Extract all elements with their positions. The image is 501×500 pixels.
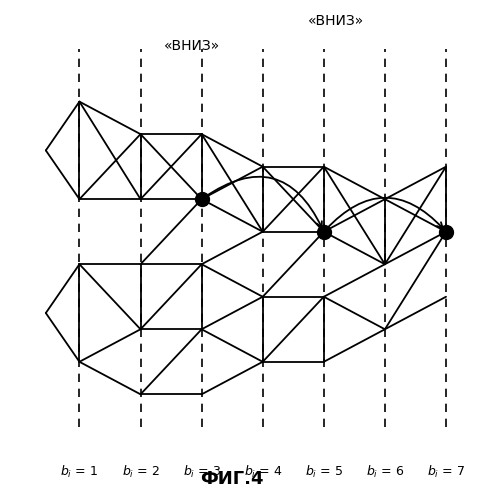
Point — [197, 195, 205, 203]
Text: $b_i$ = 1: $b_i$ = 1 — [61, 464, 98, 479]
Text: $b_i$ = 7: $b_i$ = 7 — [427, 464, 465, 479]
Text: $b_i$ = 6: $b_i$ = 6 — [366, 464, 404, 479]
Text: $b_i$ = 5: $b_i$ = 5 — [305, 464, 343, 479]
Text: «ВНИЗ»: «ВНИЗ» — [308, 14, 364, 28]
Point — [320, 228, 328, 235]
Text: «ВНИЗ»: «ВНИЗ» — [164, 39, 220, 53]
Text: $b_i$ = 2: $b_i$ = 2 — [122, 464, 159, 479]
Text: $b_i$ = 4: $b_i$ = 4 — [243, 464, 282, 479]
Text: ФИГ.4: ФИГ.4 — [200, 470, 264, 488]
Point — [442, 228, 450, 235]
Text: $b_i$ = 3: $b_i$ = 3 — [182, 464, 220, 479]
